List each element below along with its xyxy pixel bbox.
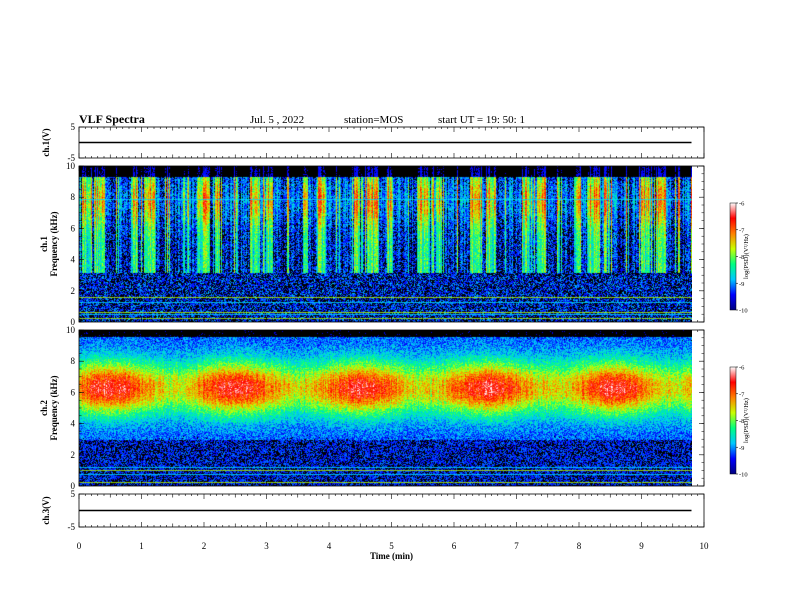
date-label: Jul. 5 , 2022 (250, 114, 305, 126)
y-tick-label: 10 (66, 325, 76, 335)
ch2-spectrogram-image (79, 330, 692, 486)
y-tick-label: -5 (68, 522, 76, 532)
start-time-label: start UT = 19: 50: 1 (438, 114, 525, 126)
x-tick-label: 3 (264, 541, 269, 551)
y-tick-label: 10 (66, 161, 76, 171)
x-tick-label: 8 (577, 541, 582, 551)
y-tick-label: 5 (71, 122, 76, 132)
y-tick-label: 2 (71, 286, 76, 296)
y-tick-label: 8 (71, 192, 76, 202)
colorbar-tick-label: -9 (739, 281, 744, 288)
colorbar-tick-label: -6 (739, 365, 745, 372)
y-tick-label: 6 (71, 387, 76, 397)
x-tick-label: 5 (389, 541, 394, 551)
y-tick-label: 4 (71, 419, 76, 429)
x-tick-label: 2 (202, 541, 207, 551)
ch2-spectrogram-ylabel-2: Frequency (kHz) (49, 375, 59, 440)
x-tick-label: 0 (77, 541, 82, 551)
colorbar-tick-label: -9 (739, 445, 744, 452)
ch1-spectrogram-ylabel-2: Frequency (kHz) (49, 211, 59, 276)
y-tick-label: 0 (71, 317, 76, 327)
colorbar-tick-label: -7 (739, 227, 745, 234)
ch1-spectrogram-image (79, 166, 692, 322)
y-tick-label: -5 (68, 153, 76, 163)
colorbar-tick-label: -10 (739, 472, 748, 479)
ch3-waveform-ylabel: ch.3(V) (41, 496, 51, 524)
y-tick-label: 4 (71, 255, 76, 265)
y-tick-label: 5 (71, 489, 76, 499)
y-tick-label: 0 (71, 481, 76, 491)
ch2-spectrogram-colorbar (729, 366, 737, 475)
y-tick-label: 8 (71, 356, 76, 366)
colorbar-tick-label: -8 (739, 254, 744, 261)
x-tick-label: 9 (639, 541, 644, 551)
colorbar-label: log(PSD)(V²/Hz) (743, 398, 750, 443)
x-tick-label: 1 (139, 541, 144, 551)
colorbar-label: log(PSD)(V²/Hz) (743, 234, 750, 279)
colorbar-tick-label: -10 (739, 308, 748, 315)
x-tick-label: 4 (327, 541, 332, 551)
y-tick-label: 6 (71, 223, 76, 233)
ch1-spectrogram-colorbar (729, 202, 737, 311)
y-tick-label: 2 (71, 450, 76, 460)
colorbar-tick-label: -6 (739, 201, 745, 208)
x-axis-label: Time (min) (370, 551, 413, 561)
x-tick-label: 10 (700, 541, 710, 551)
ch2-spectrogram-ylabel-1: ch.2 (39, 400, 49, 416)
station-label: station=MOS (344, 114, 404, 126)
ch1-spectrogram-ylabel-1: ch.1 (39, 236, 49, 252)
x-tick-label: 7 (514, 541, 519, 551)
colorbar-tick-label: -7 (739, 391, 745, 398)
ch1-waveform-ylabel: ch.1(V) (41, 128, 51, 156)
colorbar-tick-label: -8 (739, 418, 744, 425)
chart-title: VLF Spectra (79, 112, 145, 126)
x-tick-label: 6 (452, 541, 457, 551)
